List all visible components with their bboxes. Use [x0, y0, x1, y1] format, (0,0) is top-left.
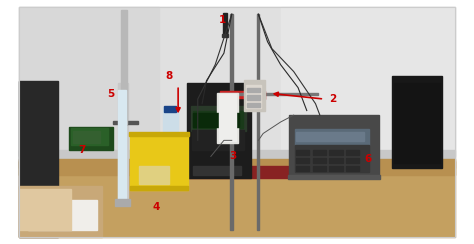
Bar: [71, 128, 109, 145]
Bar: [69, 127, 113, 150]
Bar: [129, 132, 189, 136]
Bar: [19, 159, 455, 175]
Bar: [19, 161, 455, 237]
Bar: [244, 80, 265, 111]
Bar: [19, 7, 158, 156]
Bar: [139, 166, 169, 184]
Text: 7: 7: [79, 144, 86, 154]
Bar: [19, 7, 455, 156]
Bar: [246, 102, 260, 107]
Bar: [313, 166, 326, 171]
Bar: [193, 166, 241, 175]
Bar: [246, 88, 260, 92]
Bar: [296, 132, 364, 142]
Bar: [313, 158, 326, 163]
Bar: [294, 129, 369, 145]
Bar: [19, 186, 102, 237]
Bar: [163, 107, 178, 140]
Text: 6: 6: [364, 154, 372, 164]
Bar: [19, 150, 455, 168]
Bar: [193, 113, 239, 127]
Bar: [394, 83, 440, 163]
Bar: [113, 121, 138, 124]
Bar: [230, 14, 233, 230]
Bar: [346, 150, 359, 155]
Bar: [246, 95, 260, 100]
Bar: [169, 166, 298, 178]
Bar: [223, 13, 227, 35]
Bar: [346, 158, 359, 163]
Bar: [257, 91, 265, 99]
Bar: [191, 106, 246, 131]
Bar: [296, 166, 310, 171]
Bar: [118, 90, 126, 200]
Bar: [219, 93, 318, 95]
Bar: [256, 14, 259, 230]
Bar: [313, 150, 326, 155]
Bar: [121, 10, 127, 124]
Bar: [191, 130, 244, 150]
Bar: [115, 199, 130, 206]
Bar: [130, 186, 188, 190]
Bar: [329, 158, 343, 163]
Bar: [346, 166, 359, 171]
Bar: [130, 133, 188, 190]
Text: 3: 3: [229, 152, 236, 161]
Bar: [329, 166, 343, 171]
Bar: [222, 34, 228, 37]
Bar: [294, 145, 369, 173]
Bar: [246, 85, 262, 108]
Text: 5: 5: [107, 90, 114, 100]
Bar: [164, 106, 175, 112]
Text: 2: 2: [329, 94, 337, 104]
Bar: [192, 111, 243, 128]
Bar: [27, 200, 98, 230]
Bar: [296, 150, 310, 155]
Bar: [296, 158, 310, 163]
Bar: [219, 91, 245, 98]
Bar: [329, 150, 343, 155]
Text: 4: 4: [153, 202, 160, 212]
Bar: [281, 7, 455, 156]
Bar: [19, 189, 71, 230]
Text: 8: 8: [166, 71, 173, 81]
Bar: [187, 83, 251, 178]
Bar: [218, 93, 238, 143]
Text: 1: 1: [219, 15, 226, 25]
Bar: [289, 175, 380, 179]
Bar: [19, 81, 58, 237]
Bar: [118, 83, 128, 202]
Bar: [73, 131, 100, 143]
Bar: [392, 76, 442, 168]
Bar: [289, 115, 379, 177]
Bar: [219, 94, 236, 142]
